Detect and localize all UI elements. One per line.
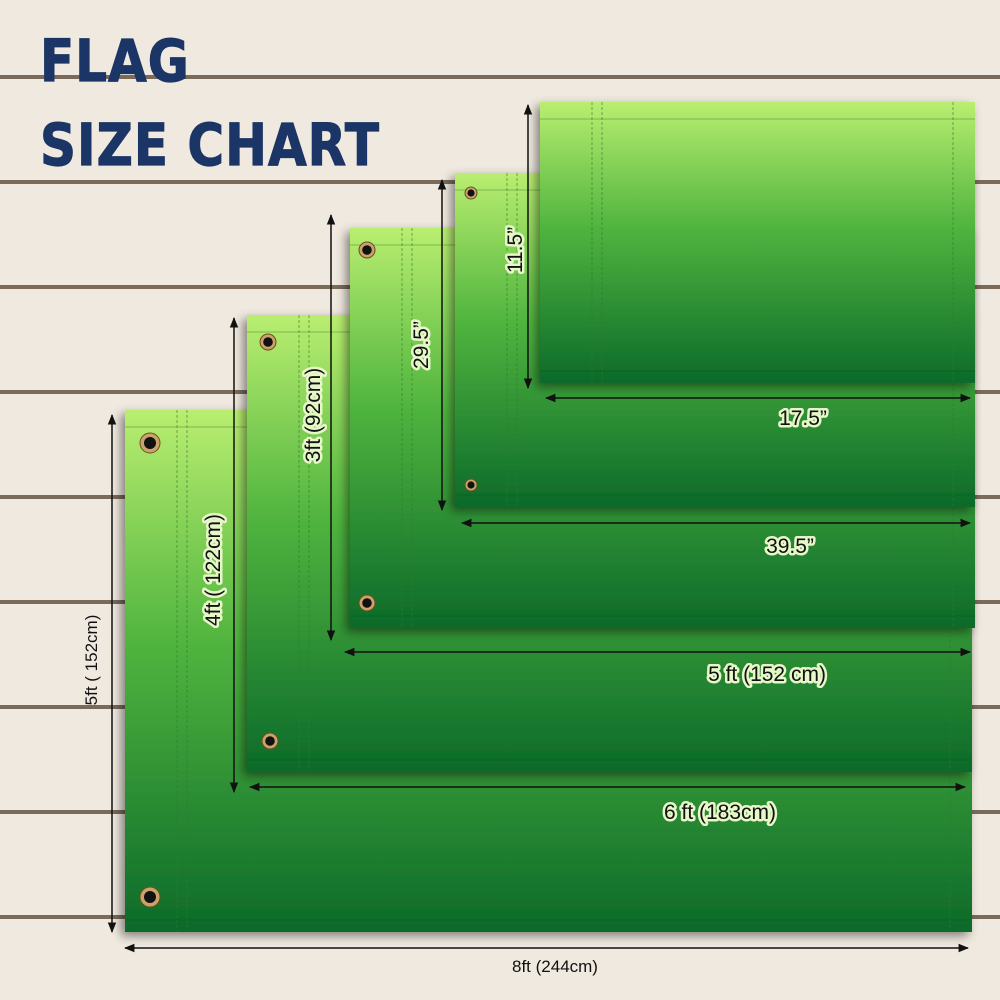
dimension-4: 29.5” 39.5” — [408, 178, 972, 561]
grommet-hole — [467, 189, 475, 197]
flag-5 — [540, 102, 975, 383]
width-label: 5 ft (152 cm) — [708, 663, 826, 686]
dimension-3: 3ft (92cm) 5 ft (152 cm) — [300, 213, 972, 689]
height-label: 5ft ( 152cm) — [82, 615, 101, 706]
title-line-2: SIZE CHART — [39, 111, 381, 179]
width-label: 39.5” — [766, 535, 814, 558]
grommet-hole — [263, 337, 273, 347]
width-label: 17.5” — [779, 407, 827, 430]
dimension-5: 11.5” 17.5” — [502, 103, 972, 433]
height-label: 4ft ( 122cm) — [202, 514, 225, 626]
grommet-hole — [144, 437, 156, 449]
grommet-hole — [144, 891, 156, 903]
title-line-1: FLAG — [40, 27, 190, 95]
width-label: 6 ft (183cm) — [664, 801, 776, 824]
height-label: 3ft (92cm) — [302, 368, 325, 463]
height-label: 11.5” — [504, 227, 527, 273]
grommet-hole — [467, 481, 475, 489]
grommet-hole — [265, 736, 275, 746]
height-label: 29.5” — [410, 321, 433, 369]
width-label: 8ft (244cm) — [512, 957, 598, 976]
dimension-2: 4ft ( 122cm) 6 ft (183cm) — [200, 316, 967, 827]
grommet-hole — [362, 598, 372, 608]
plank-gap — [0, 75, 1000, 79]
dimension-1: 5ft ( 152cm) 8ft (244cm) — [82, 413, 970, 976]
grommet-hole — [362, 245, 372, 255]
flag-body — [540, 102, 975, 383]
